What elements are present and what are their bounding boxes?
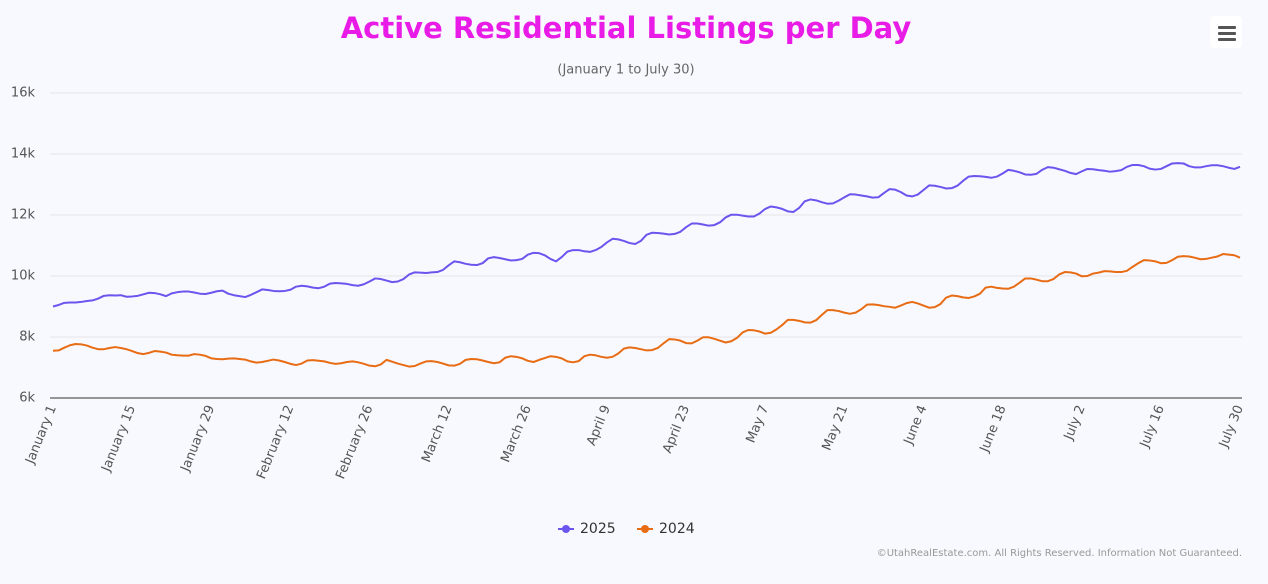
line-series <box>52 162 1241 308</box>
legend-label: 2025 <box>580 521 616 537</box>
chart-title: Active Residential Listings per Day <box>341 11 912 45</box>
credits: ©UtahRealEstate.com. All Rights Reserved… <box>877 548 1242 559</box>
y-tick-label: 14k <box>11 147 36 162</box>
legend-marker <box>641 525 649 533</box>
menu-button[interactable] <box>1210 16 1242 48</box>
y-tick-label: 10k <box>11 269 36 284</box>
y-tick-label: 12k <box>11 208 36 223</box>
chart-subtitle: (January 1 to July 30) <box>557 63 694 78</box>
legend-marker <box>562 525 570 533</box>
y-tick-label: 16k <box>11 86 36 101</box>
line-series <box>52 253 1241 368</box>
legend-item[interactable]: 2024 <box>637 521 695 537</box>
y-tick-label: 6k <box>19 391 35 406</box>
y-tick-label: 8k <box>19 330 35 345</box>
legend-label: 2024 <box>659 521 695 537</box>
legend-item[interactable]: 2025 <box>558 521 616 537</box>
